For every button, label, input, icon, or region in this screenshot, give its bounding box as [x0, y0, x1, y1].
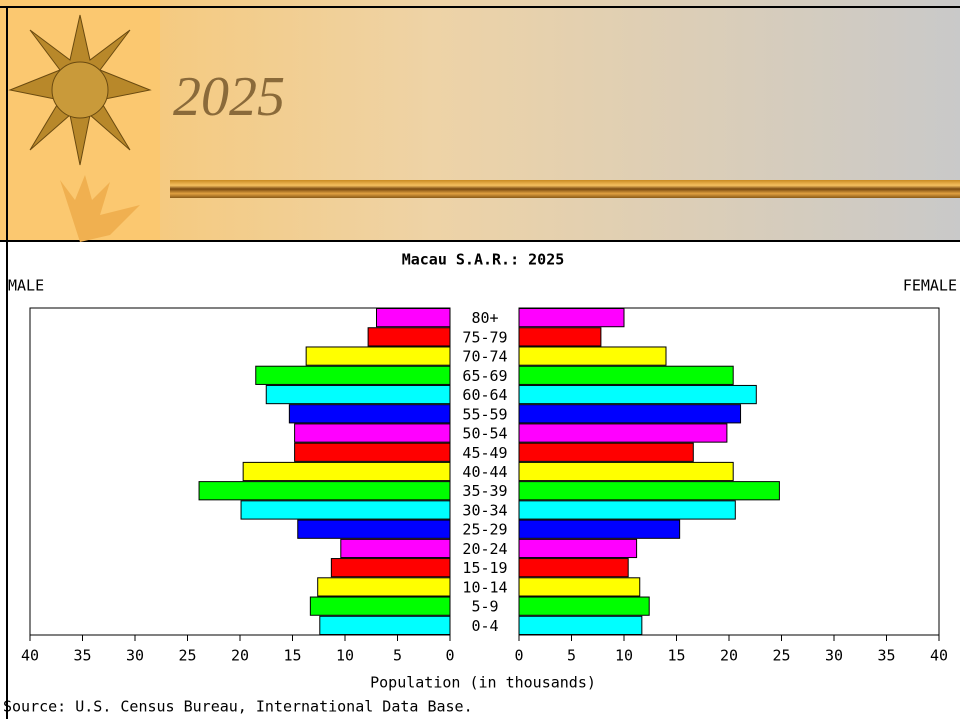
female-bar — [518, 461, 734, 482]
female-bar — [518, 384, 757, 405]
x-tick-label: 10 — [615, 647, 633, 665]
male-bar — [288, 404, 451, 424]
age-label: 30-34 — [462, 501, 507, 519]
male-bar — [317, 577, 451, 597]
male-bar — [294, 423, 451, 443]
x-tick-label: 35 — [877, 647, 895, 665]
age-label: 80+ — [471, 309, 498, 327]
female-label: FEMALE — [903, 277, 957, 295]
male-bar — [198, 481, 451, 501]
x-tick-label: 30 — [825, 647, 843, 665]
male-bar — [305, 346, 451, 366]
age-label: 45-49 — [462, 444, 507, 462]
x-tick-label: 15 — [667, 647, 685, 665]
female-bar — [518, 615, 643, 636]
sun-icon — [8, 14, 152, 166]
source: Source: U.S. Census Bureau, Internationa… — [3, 698, 473, 716]
male-bar — [265, 384, 451, 405]
sun-faded — [60, 175, 140, 242]
male-bar — [340, 538, 451, 559]
x-tick-label: 40 — [21, 647, 39, 665]
x-tick-label: 30 — [126, 647, 144, 665]
age-label: 65-69 — [462, 367, 507, 385]
age-label: 20-24 — [462, 540, 507, 558]
x-tick-label: 40 — [930, 647, 948, 665]
age-label: 55-59 — [462, 405, 507, 423]
female-bar — [518, 442, 694, 462]
male-bar — [240, 500, 451, 520]
age-label: 40-44 — [462, 463, 507, 481]
female-bar — [518, 519, 681, 539]
female-bar — [518, 404, 742, 424]
x-tick-label: 25 — [772, 647, 790, 665]
age-label: 15-19 — [462, 559, 507, 577]
x-tick-label: 5 — [567, 647, 576, 665]
male-bar — [367, 327, 451, 347]
x-tick-label: 20 — [720, 647, 738, 665]
age-label: 75-79 — [462, 328, 507, 346]
male-bar — [319, 615, 451, 636]
female-bar — [518, 500, 736, 520]
x-tick-label: 25 — [178, 647, 196, 665]
age-label: 70-74 — [462, 348, 507, 366]
male-bar — [376, 308, 451, 328]
female-bar — [518, 327, 602, 347]
x-tick-label: 0 — [445, 647, 454, 665]
male-bar — [242, 461, 451, 482]
male-bar — [255, 365, 451, 385]
male-bar — [297, 519, 451, 539]
title-rule — [170, 180, 960, 198]
female-bar — [518, 577, 641, 597]
female-bar — [518, 365, 734, 385]
age-label: 35-39 — [462, 482, 507, 500]
x-tick-label: 5 — [393, 647, 402, 665]
female-bar — [518, 308, 625, 328]
age-label: 10-14 — [462, 578, 507, 596]
x-tick-label: 0 — [514, 647, 523, 665]
female-bar — [518, 346, 667, 366]
x-tick-label: 15 — [283, 647, 301, 665]
x-tick-label: 10 — [336, 647, 354, 665]
age-label: 0-4 — [471, 617, 498, 635]
male-bar — [294, 442, 451, 462]
male-bar — [309, 596, 451, 616]
female-bar — [518, 423, 728, 443]
slide-title: 2025 — [173, 66, 285, 128]
female-bar — [518, 558, 629, 578]
male-label: MALE — [8, 277, 44, 295]
chart-title: Macau S.A.R.: 2025 — [402, 251, 565, 269]
female-bar — [518, 538, 638, 559]
age-label: 25-29 — [462, 521, 507, 539]
female-bar — [518, 481, 780, 501]
age-label: 60-64 — [462, 386, 507, 404]
x-axis-label: Population (in thousands) — [370, 674, 596, 692]
male-bar — [330, 558, 451, 578]
female-bar — [518, 596, 650, 616]
age-label: 50-54 — [462, 425, 507, 443]
age-label: 5-9 — [471, 598, 498, 616]
x-tick-label: 20 — [231, 647, 249, 665]
x-tick-label: 35 — [73, 647, 91, 665]
